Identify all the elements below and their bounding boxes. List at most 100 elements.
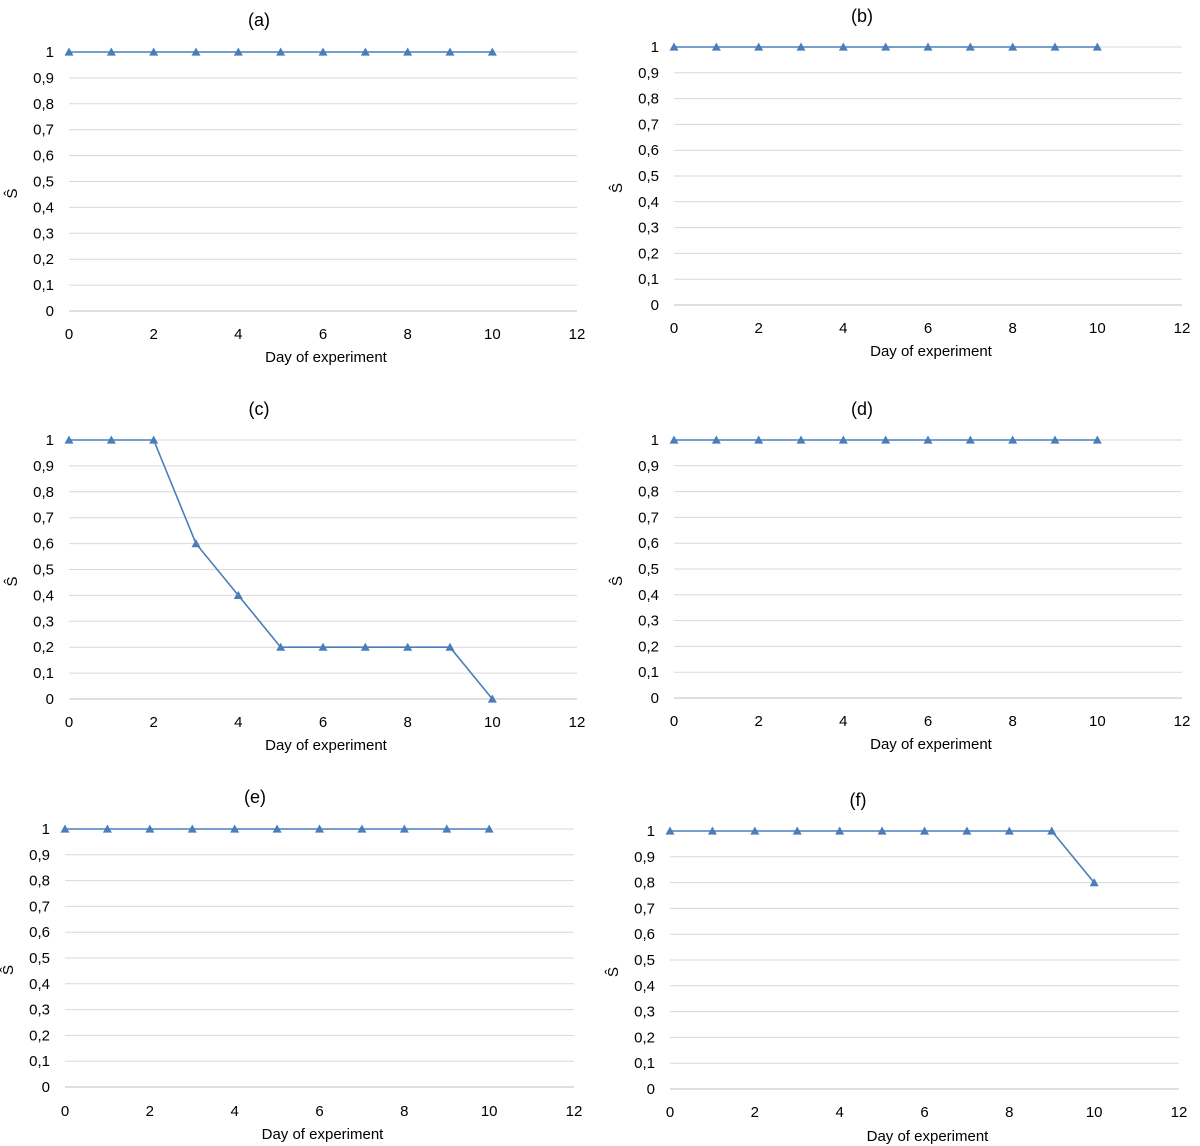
y-tick-label: 0,1 (638, 271, 659, 288)
chart-panel-1: (b)00,10,20,30,40,50,60,70,80,910 2 4 6 8 10 1… (609, 6, 1190, 360)
data-point-marker (442, 824, 452, 833)
chart-title: (b) (851, 6, 873, 26)
x-tick-label: 12 (1174, 320, 1191, 337)
y-tick-label: 0,5 (634, 952, 655, 969)
y-tick-label: 0,4 (33, 587, 54, 604)
y-tick-label: 0,8 (638, 91, 659, 108)
y-tick-label: 0,9 (638, 65, 659, 82)
y-axis-label: Ŝ (4, 188, 21, 198)
data-point-marker (64, 435, 74, 444)
data-point-marker (191, 47, 201, 56)
y-axis-label: Ŝ (609, 183, 626, 193)
y-tick-label: 0,8 (33, 484, 54, 501)
x-tick-label: 2 (149, 714, 157, 731)
y-tick-label: 1 (647, 823, 655, 840)
x-tick-label: 0 (670, 320, 678, 337)
x-tick-label: 0 (666, 1104, 674, 1121)
y-tick-label: 0,7 (638, 116, 659, 133)
x-tick-label: 12 (566, 1103, 583, 1120)
y-tick-label: 0,6 (29, 924, 50, 941)
x-tick-label: 6 (924, 320, 932, 337)
y-tick-label: 1 (46, 44, 54, 61)
x-tick-label: 0 (61, 1103, 69, 1120)
data-point-marker (1008, 435, 1018, 444)
x-tick-label: 4 (234, 714, 242, 731)
chart-panel-3: (d)00,10,20,30,40,50,60,70,80,910 2 4 6 8 10 1… (609, 399, 1190, 753)
x-axis-label: Day of experiment (870, 736, 993, 753)
x-tick-label: 12 (1174, 713, 1191, 730)
y-tick-label: 0 (651, 690, 659, 707)
x-tick-label: 12 (569, 326, 586, 343)
y-tick-label: 0 (46, 303, 54, 320)
y-tick-label: 0,2 (33, 639, 54, 656)
y-tick-label: 0,1 (638, 664, 659, 681)
data-point-marker (965, 435, 975, 444)
data-point-marker (233, 590, 243, 599)
x-tick-label: 10 (481, 1103, 498, 1120)
data-point-marker (403, 642, 413, 651)
data-point-marker (923, 435, 933, 444)
y-tick-label: 0,7 (638, 509, 659, 526)
y-axis-label: Ŝ (4, 576, 21, 586)
y-tick-label: 1 (42, 821, 50, 838)
data-point-marker (838, 435, 848, 444)
y-tick-label: 0,2 (638, 245, 659, 262)
y-tick-label: 0,8 (634, 875, 655, 892)
y-tick-label: 0,9 (33, 458, 54, 475)
data-point-marker (484, 824, 494, 833)
data-point-marker (445, 642, 455, 651)
y-tick-label: 0,9 (29, 847, 50, 864)
data-point-marker (1050, 435, 1060, 444)
y-tick-label: 0,4 (33, 199, 54, 216)
data-point-marker (276, 47, 286, 56)
y-tick-label: 0,2 (638, 638, 659, 655)
x-tick-label: 2 (754, 713, 762, 730)
data-point-marker (707, 826, 717, 835)
x-axis-label: Day of experiment (265, 349, 388, 366)
data-point-marker (487, 47, 497, 56)
x-tick-label: 4 (230, 1103, 238, 1120)
x-tick-label: 2 (146, 1103, 154, 1120)
data-point-marker (360, 47, 370, 56)
data-point-marker (796, 435, 806, 444)
data-point-marker (754, 42, 764, 51)
x-tick-label: 4 (835, 1104, 843, 1121)
data-point-marker (233, 47, 243, 56)
data-point-marker (877, 826, 887, 835)
chart-panel-2: (c)00,10,20,30,40,50,60,70,80,910 2 4 6 8 10 1… (4, 399, 585, 754)
data-point-marker (881, 435, 891, 444)
y-tick-label: 0,4 (634, 978, 655, 995)
data-point-marker (399, 824, 409, 833)
x-tick-label: 10 (1089, 713, 1106, 730)
data-point-marker (149, 47, 159, 56)
x-tick-label: 8 (1008, 320, 1016, 337)
y-tick-label: 0,3 (638, 220, 659, 237)
data-point-marker (835, 826, 845, 835)
data-point-marker (965, 42, 975, 51)
data-point-marker (357, 824, 367, 833)
y-tick-label: 0,3 (638, 613, 659, 630)
x-tick-label: 8 (1005, 1104, 1013, 1121)
y-tick-label: 0,7 (29, 898, 50, 915)
chart-title: (d) (851, 399, 873, 419)
data-point-marker (360, 642, 370, 651)
data-point-marker (1089, 878, 1099, 887)
x-tick-label: 12 (1171, 1104, 1188, 1121)
data-point-marker (792, 826, 802, 835)
y-tick-label: 0 (647, 1081, 655, 1098)
data-point-marker (315, 824, 324, 833)
data-point-marker (669, 42, 679, 51)
y-tick-label: 0,8 (29, 873, 50, 890)
x-tick-label: 0 (65, 326, 73, 343)
chart-panel-0: (a)00,10,20,30,40,50,60,70,80,910 2 4 6 8 10 1… (4, 10, 585, 366)
y-tick-label: 0,6 (33, 536, 54, 553)
x-tick-label: 6 (319, 326, 327, 343)
data-point-marker (230, 824, 240, 833)
y-tick-label: 0,7 (33, 510, 54, 527)
data-point-marker (1092, 435, 1102, 444)
y-axis-label: Ŝ (605, 967, 622, 977)
x-tick-label: 0 (65, 714, 73, 731)
y-tick-label: 0,2 (33, 251, 54, 268)
y-tick-label: 0,6 (638, 142, 659, 159)
y-tick-label: 0,5 (638, 561, 659, 578)
